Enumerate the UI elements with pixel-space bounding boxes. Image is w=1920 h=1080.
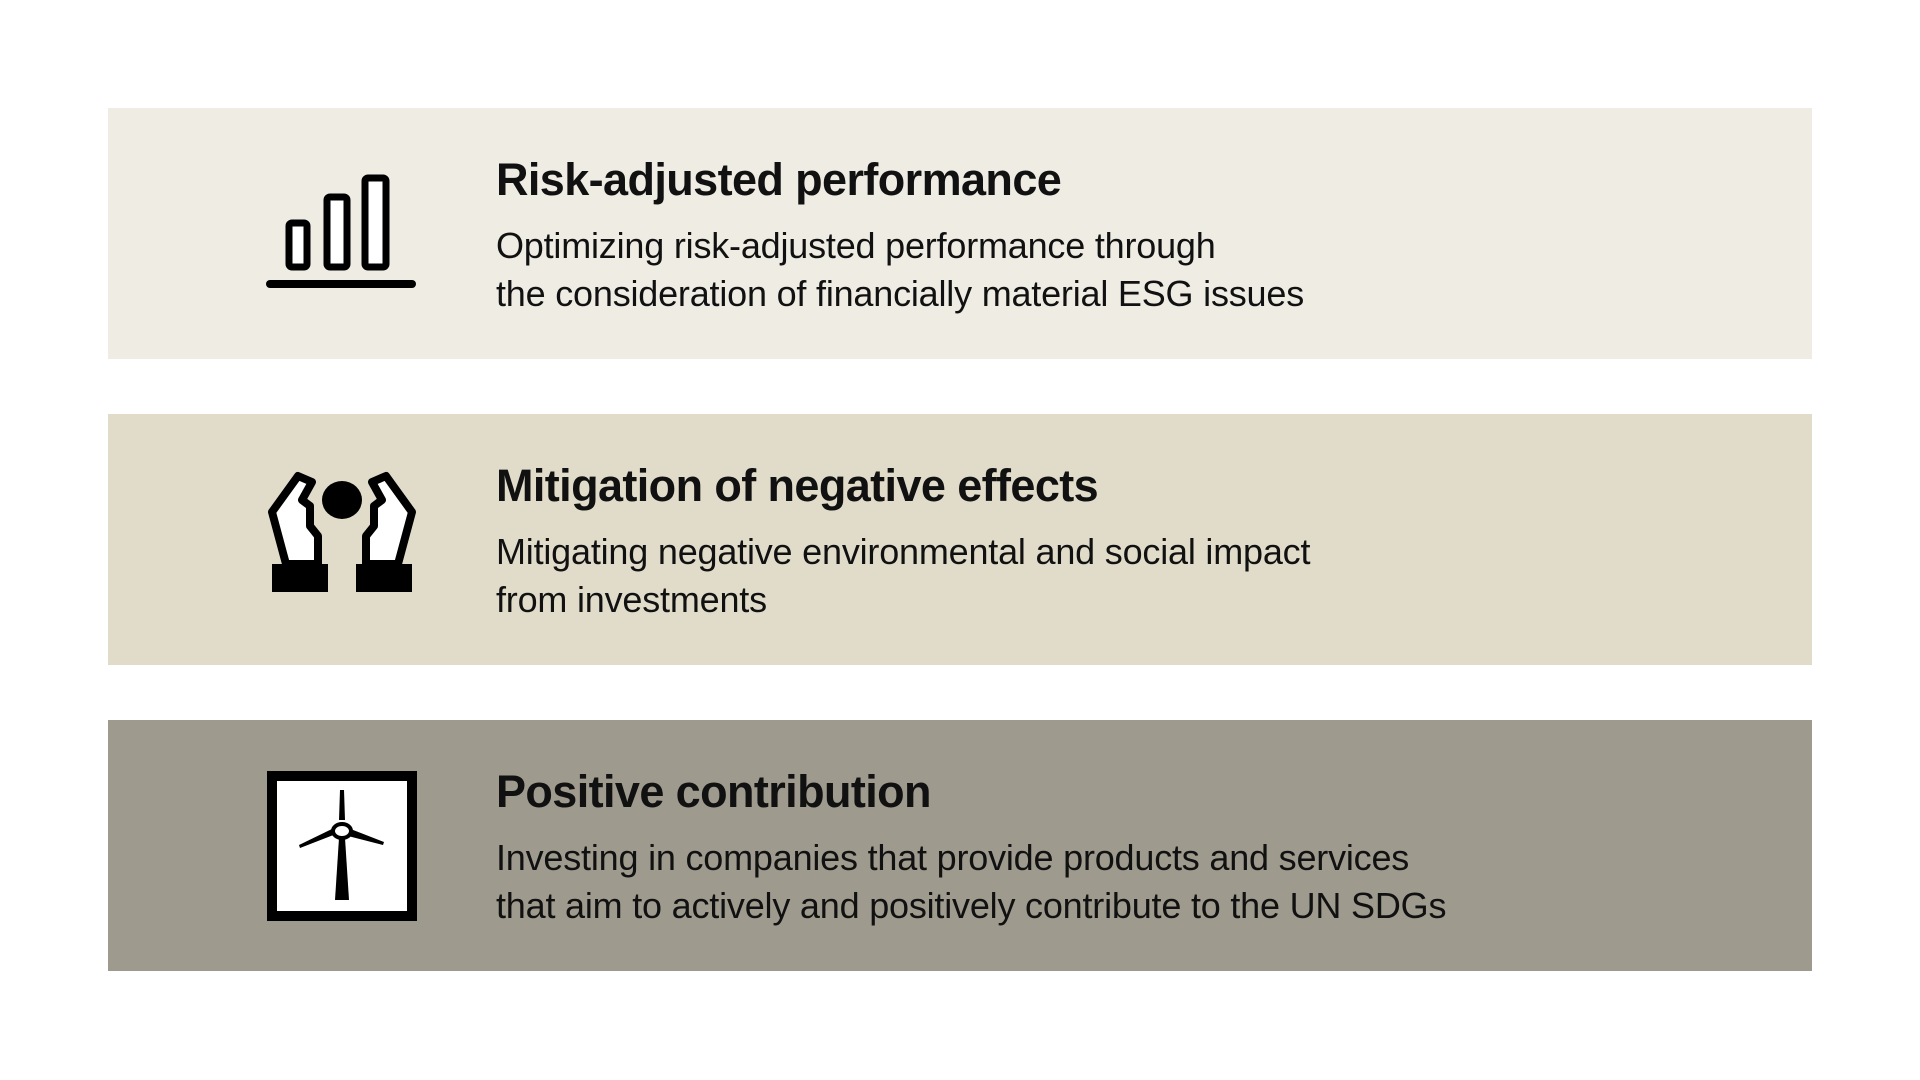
description-line: Investing in companies that provide prod…	[496, 837, 1410, 878]
panel-description: Optimizing risk-adjusted performance thr…	[496, 222, 1304, 318]
description-line: Mitigating negative environmental and so…	[496, 531, 1311, 572]
description-line: that aim to actively and positively cont…	[496, 885, 1447, 926]
wind-turbine-icon	[267, 770, 417, 921]
description-line: from investments	[496, 579, 767, 620]
description-line: Optimizing risk-adjusted performance thr…	[496, 225, 1216, 266]
description-line: the consideration of financially materia…	[496, 273, 1305, 314]
panel-title: Positive contribution	[496, 766, 932, 817]
bar-chart-icon	[266, 174, 416, 288]
panel-description: Investing in companies that provide prod…	[496, 834, 1446, 930]
panel-title: Mitigation of negative effects	[496, 460, 1099, 511]
hands-protecting-icon	[268, 471, 416, 592]
panel-description: Mitigating negative environmental and so…	[496, 528, 1310, 624]
panel-mitigation-of-negative-effects: Mitigation of negative effects Mitigatin…	[108, 414, 1812, 665]
panel-title: Risk-adjusted performance	[496, 154, 1062, 205]
panel-positive-contribution: Positive contribution Investing in compa…	[108, 720, 1812, 971]
panel-risk-adjusted-performance: Risk-adjusted performance Optimizing ris…	[108, 108, 1812, 359]
